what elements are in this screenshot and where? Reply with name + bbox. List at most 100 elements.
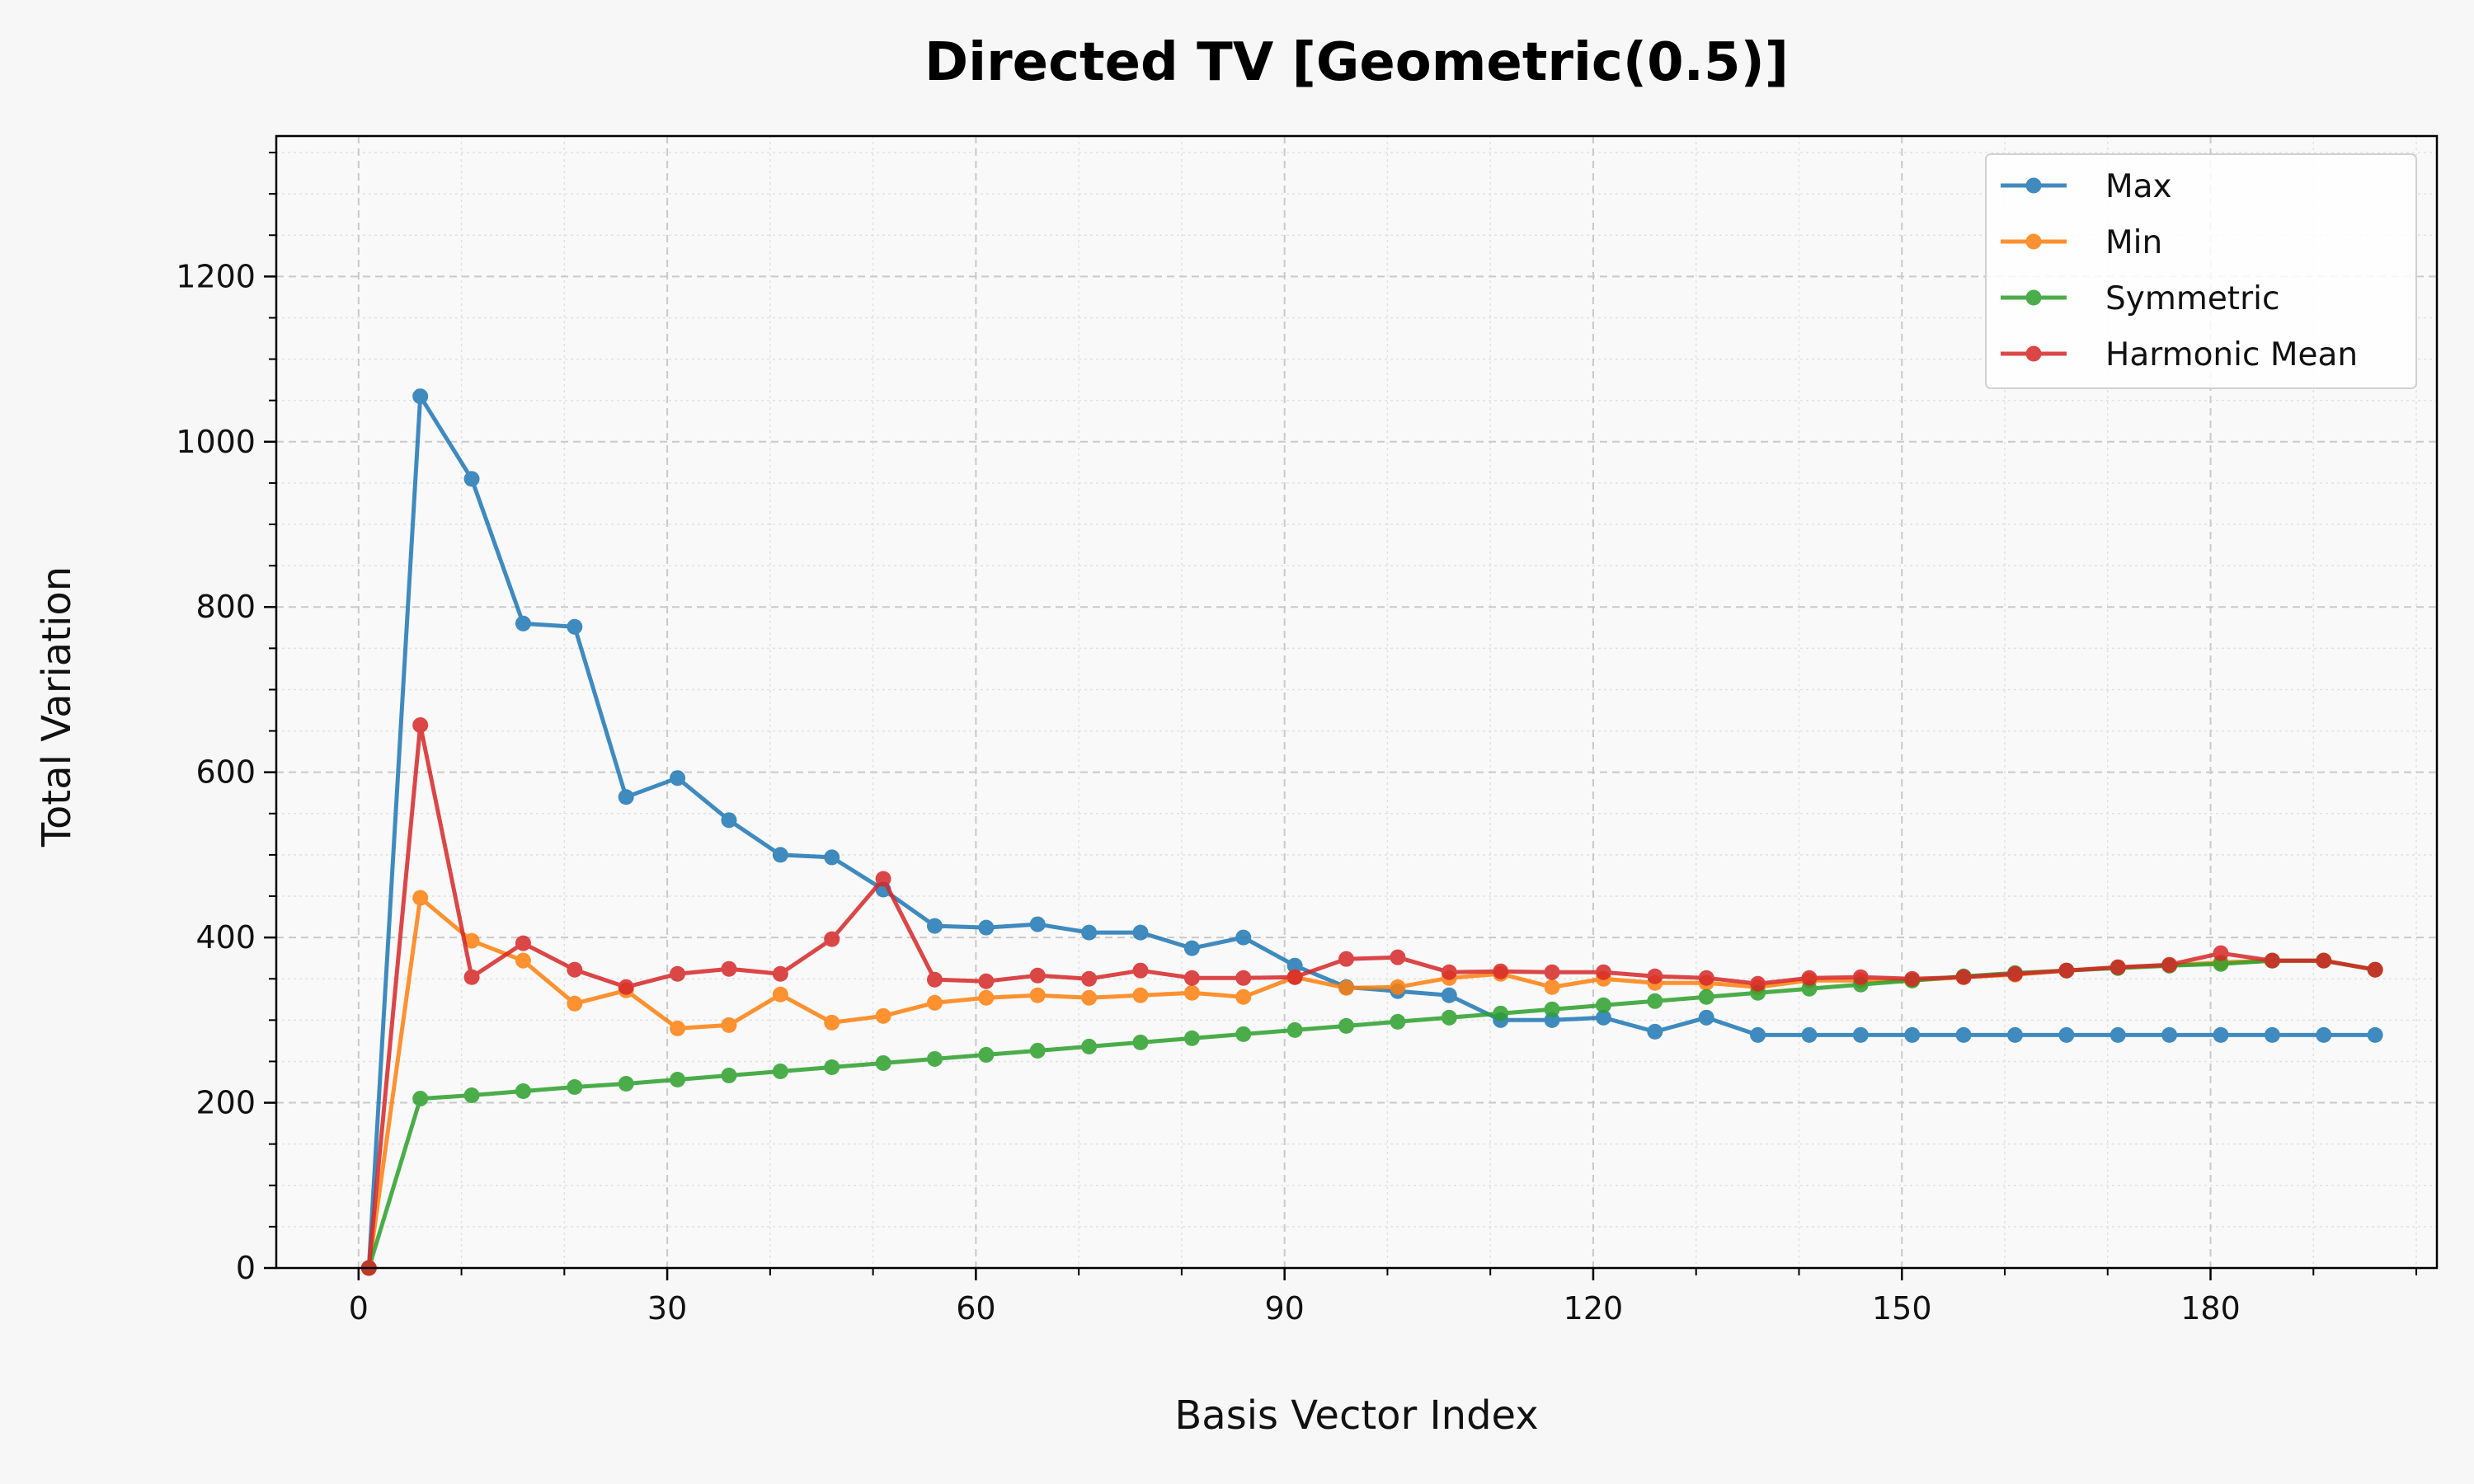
plot-frame [275, 134, 2439, 1270]
series-layer [360, 388, 2383, 1276]
minor-grid [276, 136, 2437, 1268]
data-point-harmonic-mean [567, 961, 583, 978]
data-point-max [978, 919, 995, 936]
legend-item-symmetric [2001, 289, 2067, 306]
data-point-symmetric [1081, 1038, 1098, 1054]
data-point-min [1338, 979, 1355, 996]
data-point-min [412, 890, 429, 906]
data-point-max [1904, 1026, 1921, 1043]
data-point-harmonic-mean [618, 979, 634, 995]
data-point-min [670, 1020, 686, 1036]
data-point-harmonic-mean [1132, 962, 1149, 979]
data-point-symmetric [515, 1083, 531, 1100]
y-tick-label: 400 [195, 919, 256, 956]
data-point-max [1029, 916, 1046, 932]
data-point-max [1286, 957, 1303, 974]
data-point-max [2213, 1026, 2229, 1043]
data-point-symmetric [2213, 956, 2229, 972]
legend-label-harmonic-mean: Harmonic Mean [2105, 336, 2358, 373]
data-point-min [824, 1014, 840, 1031]
data-point-symmetric [1698, 989, 1714, 1005]
data-point-symmetric [1029, 1042, 1046, 1059]
data-point-max [2367, 1026, 2383, 1043]
data-point-harmonic-mean [1647, 968, 1663, 984]
data-point-min [721, 1017, 737, 1033]
x-tick-label: 180 [2180, 1290, 2241, 1327]
data-point-max [1183, 940, 1200, 956]
data-point-harmonic-mean [1081, 970, 1098, 987]
chart-title: Directed TV [Geometric(0.5)] [924, 32, 1789, 93]
legend-label-min: Min [2105, 224, 2162, 261]
data-point-max [1955, 1026, 1972, 1043]
data-point-symmetric [1390, 1013, 1406, 1030]
data-point-harmonic-mean [1029, 967, 1046, 984]
data-point-symmetric [772, 1063, 788, 1079]
data-point-max [2316, 1026, 2332, 1043]
data-point-min [1081, 989, 1098, 1006]
legend-label-max: Max [2105, 168, 2172, 205]
data-point-symmetric [670, 1072, 686, 1088]
data-point-max [772, 847, 788, 863]
data-point-min [1029, 987, 1046, 1003]
data-point-harmonic-mean [2058, 962, 2075, 979]
data-point-max [618, 789, 634, 805]
data-point-min [515, 952, 531, 969]
data-point-symmetric [1493, 1005, 1509, 1021]
data-point-symmetric [618, 1076, 634, 1092]
legend-item-harmonic-mean [2001, 345, 2067, 362]
data-point-symmetric [1595, 997, 1611, 1013]
y-tick-label: 1200 [176, 258, 256, 294]
data-point-harmonic-mean [2264, 952, 2280, 969]
data-point-harmonic-mean [1801, 970, 1818, 986]
x-tick-label: 60 [956, 1290, 995, 1327]
data-point-min [875, 1007, 891, 1024]
legend-label-symmetric: Symmetric [2105, 280, 2279, 317]
data-point-harmonic-mean [670, 965, 686, 982]
y-axis-ticks: 0 200 400 600 800 1000 1200 [176, 152, 276, 1286]
data-point-min [1132, 987, 1149, 1003]
data-point-max [824, 849, 840, 866]
data-point-min [1235, 989, 1252, 1005]
legend-item-min [2001, 233, 2067, 250]
data-point-harmonic-mean [1338, 951, 1355, 967]
legend-box [1985, 153, 2417, 389]
data-point-min [978, 989, 995, 1006]
data-point-max [1544, 1012, 1560, 1028]
data-point-harmonic-mean [1544, 964, 1560, 980]
data-point-harmonic-mean [1441, 964, 1457, 980]
data-point-harmonic-mean [1750, 975, 1766, 992]
data-point-symmetric [1801, 980, 1818, 997]
data-point-harmonic-mean [2161, 956, 2178, 973]
data-point-harmonic-mean [721, 960, 737, 977]
data-point-symmetric [1132, 1034, 1149, 1050]
x-tick-label: 0 [349, 1290, 369, 1327]
x-tick-label: 90 [1264, 1290, 1304, 1327]
data-point-max [515, 615, 531, 632]
legend: Max Min Symmetric Harmonic Mean [1985, 153, 2417, 389]
data-point-symmetric [875, 1054, 891, 1071]
y-tick-label: 0 [236, 1250, 256, 1286]
data-point-max [670, 770, 686, 787]
legend-marker-symmetric [2025, 289, 2042, 306]
data-point-max [1132, 924, 1149, 941]
x-tick-label: 120 [1564, 1290, 1624, 1327]
data-point-harmonic-mean [2316, 952, 2332, 969]
legend-marker-min [2025, 233, 2042, 250]
y-tick-label: 800 [195, 589, 256, 625]
legend-item-max [2001, 177, 2067, 194]
data-point-harmonic-mean [1493, 963, 1509, 979]
data-point-harmonic-mean [1235, 970, 1252, 986]
data-point-max [567, 618, 583, 635]
data-point-harmonic-mean [1904, 970, 1921, 987]
series-harmonic-mean [360, 717, 2383, 1276]
data-point-max [2058, 1026, 2075, 1043]
data-point-harmonic-mean [824, 931, 840, 947]
y-tick-label: 1000 [176, 424, 256, 460]
data-point-max [2006, 1026, 2023, 1043]
x-axis-label: Basis Vector Index [1174, 1392, 1538, 1439]
data-point-symmetric [1647, 993, 1663, 1009]
data-point-symmetric [721, 1067, 737, 1083]
data-point-max [1698, 1009, 1714, 1026]
data-point-min [567, 995, 583, 1012]
data-point-max [1235, 929, 1252, 946]
